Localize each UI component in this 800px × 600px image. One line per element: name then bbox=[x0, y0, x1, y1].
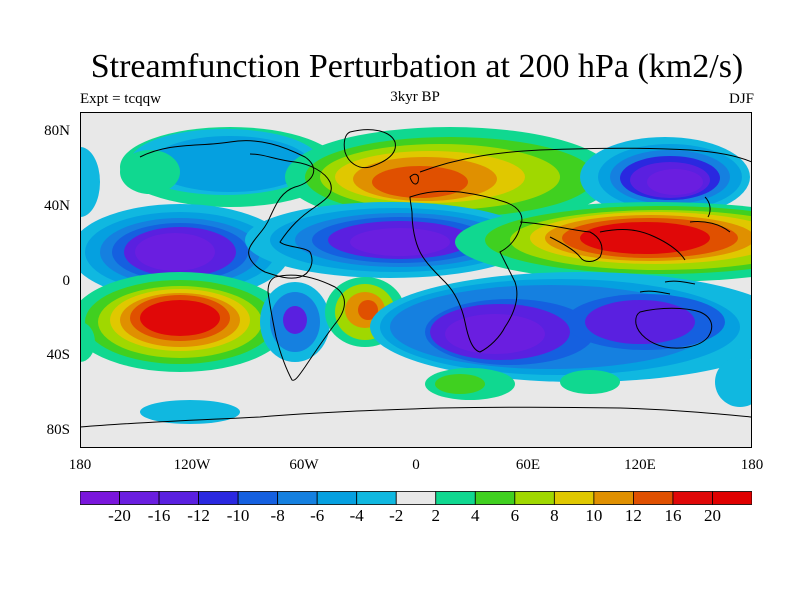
chart-title: Streamfunction Perturbation at 200 hPa (… bbox=[90, 48, 744, 85]
lon-tick-label: 120E bbox=[624, 457, 656, 473]
coastlines bbox=[80, 129, 752, 428]
colorbar-label: -10 bbox=[226, 506, 250, 525]
lon-tick-label: 120W bbox=[173, 457, 211, 473]
colorbar-cell bbox=[553, 491, 595, 505]
colorbar-label: 16 bbox=[664, 506, 682, 525]
colorbar-label: 12 bbox=[624, 506, 642, 525]
colorbar-cell bbox=[80, 491, 120, 505]
colorbar-cells bbox=[80, 491, 752, 505]
colorbar-cell bbox=[672, 491, 713, 505]
colorbar-label: 2 bbox=[431, 506, 441, 525]
lat-tick-label: 40S bbox=[46, 347, 70, 363]
colorbar-cell bbox=[633, 491, 674, 505]
lon-tick-label: 60W bbox=[289, 457, 319, 473]
colorbar-label: 20 bbox=[703, 506, 721, 525]
colorbar-label: 4 bbox=[471, 506, 480, 525]
lon-tick-label: 180 bbox=[740, 457, 764, 473]
colorbar-cell bbox=[316, 491, 358, 505]
colorbar-label: 8 bbox=[550, 506, 559, 525]
lon-tick-label: 60E bbox=[515, 457, 541, 473]
lat-tick-label: 0 bbox=[62, 273, 71, 289]
season-label: DJF bbox=[728, 91, 754, 107]
colorbar-cell bbox=[474, 491, 516, 505]
experiment-label: Expt = tcqqw bbox=[80, 91, 161, 107]
colorbar-cell bbox=[435, 491, 476, 505]
colorbar-cell bbox=[712, 491, 752, 505]
colorbar-label: -12 bbox=[187, 506, 210, 525]
plot-frame bbox=[80, 112, 752, 448]
colorbar-cell bbox=[237, 491, 279, 505]
colorbar-label: -6 bbox=[310, 506, 325, 525]
colorbar-cell bbox=[198, 491, 239, 505]
colorbar-label: -20 bbox=[108, 506, 131, 525]
colorbar-label: -16 bbox=[147, 506, 171, 525]
colorbar-cell bbox=[356, 491, 397, 505]
colorbar-cell bbox=[119, 491, 160, 505]
lat-tick-label: 80N bbox=[44, 123, 70, 139]
lat-tick-label: 40N bbox=[44, 198, 70, 214]
map-plot bbox=[80, 112, 752, 448]
colorbar bbox=[80, 491, 752, 505]
colorbar-label: -2 bbox=[389, 506, 404, 525]
colorbar-label: 6 bbox=[510, 506, 520, 525]
colorbar-cell bbox=[593, 491, 634, 505]
lon-tick-label: 0 bbox=[412, 457, 420, 473]
colorbar-label: -8 bbox=[270, 506, 285, 525]
period-label: 3kyr BP bbox=[390, 89, 440, 105]
colorbar-cell bbox=[395, 491, 437, 505]
colorbar-label: 10 bbox=[585, 506, 603, 525]
colorbar-cell bbox=[514, 491, 555, 505]
colorbar-cell bbox=[277, 491, 318, 505]
lon-tick-label: 180 bbox=[68, 457, 92, 473]
colorbar-cell bbox=[158, 491, 199, 505]
colorbar-label: -4 bbox=[349, 506, 364, 525]
lat-tick-label: 80S bbox=[46, 422, 70, 438]
